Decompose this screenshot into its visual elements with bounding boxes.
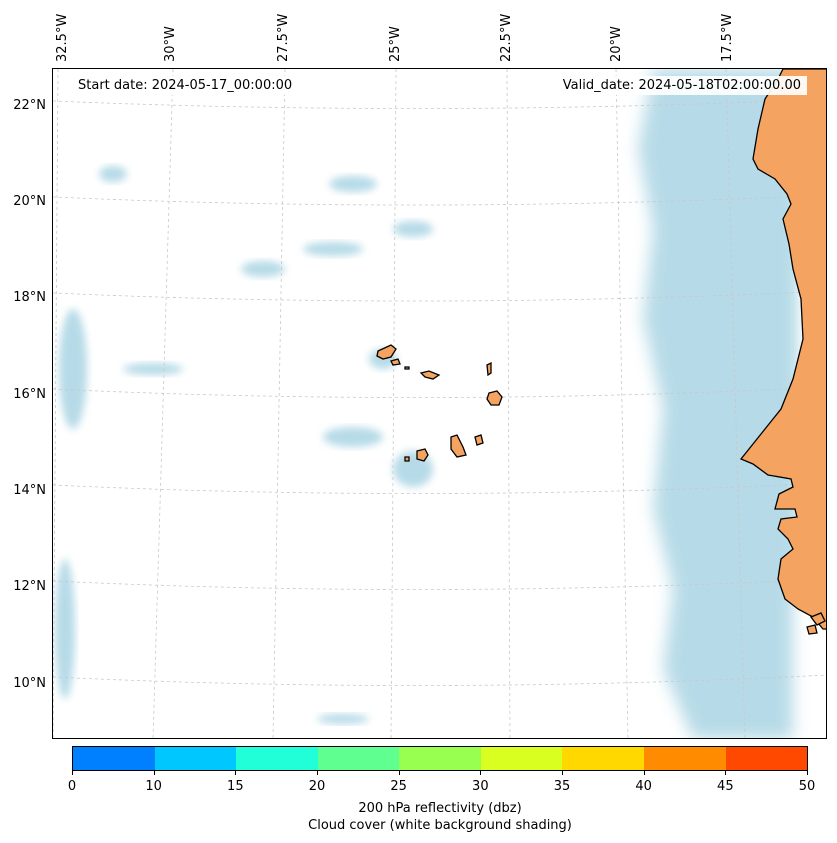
cloud-patch [241,261,285,277]
graticule [53,69,826,738]
lon-label-32-5w: 32.5°W [55,13,70,62]
colorbar-tick-label: 50 [798,779,816,794]
cloud-patch [323,427,383,447]
colorbar-sublabel: Cloud cover (white background shading) [308,818,572,833]
cloud-patch [99,166,127,182]
lon-label-27-5w: 27.5°W [276,13,291,62]
colorbar-tick-label: 10 [145,779,162,794]
lat-label-14n: 14°N [13,483,46,498]
island-sao-nicolau [419,370,441,380]
colorbar-tick [562,771,563,775]
colorbar-tick-label: 30 [472,779,489,794]
colorbar-tick [153,771,155,775]
africa-coast [739,69,826,630]
colorbar-segment [154,747,237,770]
valid-date-label: Valid_date: 2024-05-18T02:00:00.00 [556,76,807,95]
colorbar-segment [643,747,726,770]
island-maio [474,434,484,446]
island-sal [486,361,492,377]
colorbar-tick [72,771,73,775]
island-santa-luzia [404,366,410,370]
colorbar-tick-label: 0 [67,779,77,794]
lon-label-22-5w: 22.5°W [499,13,514,62]
start-date-label: Start date: 2024-05-17_00:00:00 [72,76,299,95]
lon-label-17-5w: 17.5°W [720,13,735,62]
colorbar-tick-label: 40 [635,779,652,794]
island-sao-vicente [390,358,401,366]
island-santo-antao [376,344,397,360]
colorbar-tick [317,771,318,775]
cloud-patch [317,714,369,724]
cloud-patch [303,242,363,256]
colorbar-tick-label: 20 [308,779,326,794]
lon-label-20w: 20°W [609,26,624,62]
colorbar-segment [480,747,563,770]
colorbar-tick [725,771,727,775]
cloud-cover-layer [55,69,793,738]
colorbar-tick-label: 45 [717,779,734,794]
lat-label-10n: 10°N [13,676,46,691]
map-panel [52,68,827,739]
island-bissagos [809,612,826,626]
colorbar-label: 200 hPa reflectivity (dbz) [358,801,522,816]
colorbar-segment [399,747,481,770]
lat-label-12n: 12°N [13,579,46,594]
cloud-patch [59,309,87,429]
lat-label-22n: 22°N [13,98,46,113]
lat-label-18n: 18°N [13,290,46,305]
island-brava [404,456,410,462]
island-santiago [450,434,467,458]
colorbar-tick-label: 35 [553,779,571,794]
island-fogo [416,448,429,462]
map-canvas [53,69,826,738]
colorbar-segment [725,747,808,770]
lat-label-20n: 20°N [13,194,46,209]
colorbar-tick [807,771,808,775]
cloud-patch [55,559,75,699]
colorbar-tick [480,771,482,775]
colorbar-segment [562,747,644,770]
colorbar-tick-label: 15 [227,779,244,794]
colorbar-segment [73,747,155,770]
colorbar-tick-label: 25 [390,779,407,794]
cloud-patch [123,363,183,375]
colorbar-tick [643,771,645,775]
colorbar-segment [317,747,400,770]
colorbar [72,746,808,771]
lat-label-16n: 16°N [13,387,46,402]
lon-label-25w: 25°W [388,26,403,62]
cloud-patch [329,176,377,192]
island-bissagos [806,624,818,635]
island-boa-vista [486,390,503,406]
cloud-patch [393,221,433,237]
cloud-coastal-dense [683,169,793,589]
colorbar-tick [398,771,400,775]
colorbar-tick [235,771,237,775]
land-layer [376,69,826,635]
colorbar-segment [236,747,318,770]
lon-label-30w: 30°W [163,26,178,62]
